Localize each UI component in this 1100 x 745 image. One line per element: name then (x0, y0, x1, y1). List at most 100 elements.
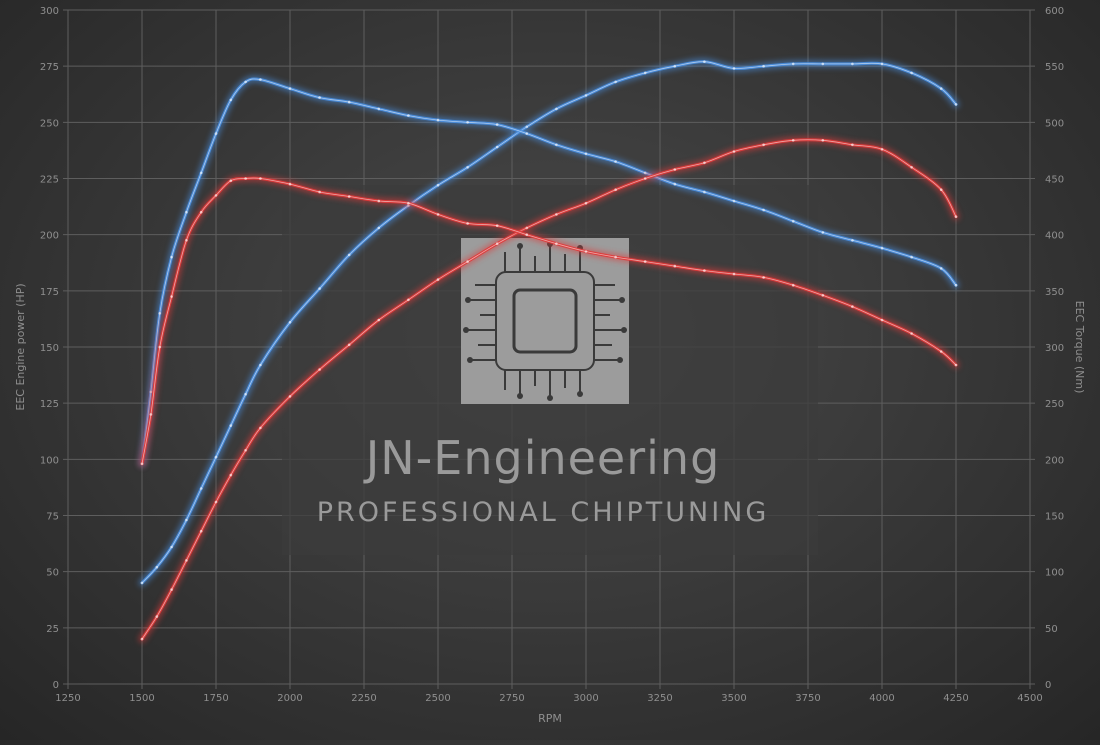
data-point (703, 60, 706, 63)
y-left-tick-label: 0 (53, 680, 59, 691)
watermark-title: JN-Engineering (363, 431, 721, 485)
data-point (244, 177, 247, 180)
data-point (140, 462, 144, 466)
data-point (244, 449, 247, 452)
data-point (185, 239, 188, 242)
data-point (155, 615, 159, 618)
x-tick-label: 1750 (203, 693, 228, 704)
data-point (673, 64, 677, 68)
data-point (214, 132, 218, 135)
data-point (229, 179, 233, 182)
data-point (762, 143, 765, 147)
data-point (851, 239, 854, 242)
data-point (939, 188, 943, 191)
data-point (821, 62, 825, 66)
data-point (377, 107, 381, 111)
y-left-tick-label: 175 (40, 287, 59, 298)
data-point (762, 208, 765, 212)
data-point (555, 213, 558, 216)
y-left-tick-label: 275 (40, 62, 59, 73)
data-point (584, 201, 588, 205)
data-point (880, 246, 884, 250)
x-tick-label: 4500 (1017, 693, 1042, 704)
data-point (584, 250, 588, 253)
data-point (643, 71, 647, 75)
data-point (149, 413, 153, 416)
data-point (939, 350, 943, 353)
data-point (199, 529, 203, 533)
data-point (643, 260, 647, 263)
series-line-3 (138, 174, 960, 468)
data-point (140, 581, 144, 585)
data-point (229, 473, 233, 477)
data-point (407, 201, 410, 205)
y-right-tick-label: 200 (1045, 455, 1064, 466)
series-line-0 (138, 58, 960, 587)
data-point (821, 231, 825, 234)
circuit-chip-icon (461, 238, 629, 404)
data-point (732, 150, 736, 153)
x-tick-label: 2500 (425, 693, 450, 704)
data-point (170, 255, 173, 259)
data-point (791, 283, 795, 287)
data-point (259, 363, 262, 367)
x-tick-label: 3750 (795, 693, 820, 704)
data-point (851, 62, 854, 66)
data-point (288, 395, 292, 398)
data-point (703, 269, 706, 272)
y-left-tick-label: 300 (40, 6, 59, 17)
y-axis-right-title: EEC Torque (Nm) (1073, 301, 1086, 394)
x-tick-label: 2750 (499, 693, 524, 704)
x-tick-label: 2250 (351, 693, 376, 704)
data-point (185, 210, 188, 214)
data-point (555, 107, 558, 111)
watermark-subtitle: PROFESSIONAL CHIPTUNING (317, 497, 770, 528)
data-point (673, 168, 677, 171)
data-point (436, 183, 440, 187)
axes: 1250 1500 1750 2000 2250 2500 2750 3000 3250 3500… (40, 6, 1064, 704)
data-point (158, 345, 162, 349)
x-tick-label: 2000 (277, 693, 302, 704)
y-left-tick-label: 125 (40, 399, 59, 410)
data-point (466, 121, 469, 124)
y-right-tick-label: 350 (1045, 287, 1064, 298)
series-line-1 (138, 75, 960, 468)
data-point (880, 318, 884, 322)
data-point (673, 182, 677, 186)
data-point (436, 118, 440, 122)
data-point (199, 171, 203, 175)
data-point (140, 637, 144, 641)
data-point (614, 255, 617, 259)
x-tick-label: 3500 (721, 693, 746, 704)
data-point (466, 166, 469, 169)
data-point (910, 255, 913, 259)
series-line-2 (138, 136, 960, 643)
data-point (318, 368, 321, 371)
data-point (762, 64, 765, 68)
data-point (347, 100, 351, 104)
data-point (377, 226, 381, 230)
data-point (259, 177, 262, 180)
data-point (584, 94, 588, 97)
data-point (791, 139, 795, 142)
data-point (436, 213, 440, 216)
x-tick-label: 3250 (647, 693, 672, 704)
data-point (199, 487, 203, 490)
data-point (259, 426, 262, 430)
y-right-tick-label: 150 (1045, 512, 1064, 523)
data-point (318, 96, 321, 99)
data-point (377, 199, 381, 203)
data-point (732, 67, 736, 70)
data-point (347, 253, 351, 257)
data-point (910, 71, 913, 75)
data-point (170, 545, 173, 549)
data-point (288, 321, 292, 324)
data-point (244, 80, 247, 84)
data-point (495, 145, 499, 149)
data-point (880, 148, 884, 151)
data-point (229, 424, 233, 427)
series-lines (138, 58, 960, 643)
x-tick-label: 1250 (55, 693, 80, 704)
data-point (495, 224, 499, 227)
